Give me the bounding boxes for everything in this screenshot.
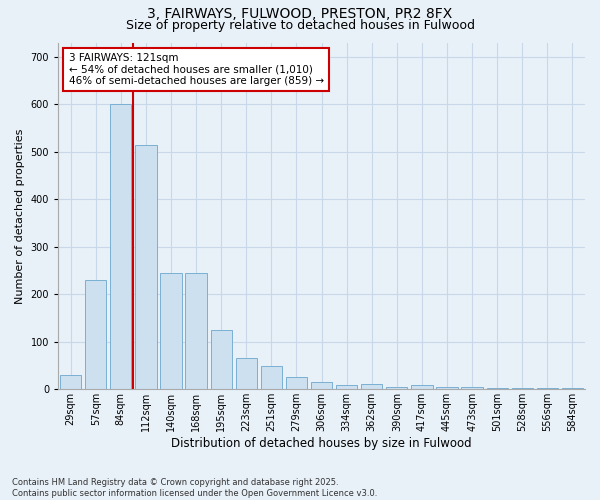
Bar <box>286 378 307 390</box>
Bar <box>336 384 357 390</box>
Text: 3, FAIRWAYS, FULWOOD, PRESTON, PR2 8FX: 3, FAIRWAYS, FULWOOD, PRESTON, PR2 8FX <box>148 8 452 22</box>
Bar <box>361 384 382 390</box>
Bar <box>461 387 483 390</box>
Bar <box>386 387 407 390</box>
Bar <box>562 388 583 390</box>
Bar <box>236 358 257 390</box>
Bar <box>411 384 433 390</box>
Bar <box>60 375 81 390</box>
Bar <box>536 388 558 390</box>
Bar <box>135 144 157 390</box>
Text: 3 FAIRWAYS: 121sqm
← 54% of detached houses are smaller (1,010)
46% of semi-deta: 3 FAIRWAYS: 121sqm ← 54% of detached hou… <box>68 53 324 86</box>
Bar <box>160 273 182 390</box>
Bar <box>487 388 508 390</box>
Bar <box>436 387 458 390</box>
Text: Size of property relative to detached houses in Fulwood: Size of property relative to detached ho… <box>125 18 475 32</box>
Bar <box>311 382 332 390</box>
Y-axis label: Number of detached properties: Number of detached properties <box>15 128 25 304</box>
Bar <box>260 366 282 390</box>
Bar <box>211 330 232 390</box>
X-axis label: Distribution of detached houses by size in Fulwood: Distribution of detached houses by size … <box>171 437 472 450</box>
Bar <box>85 280 106 390</box>
Bar <box>512 388 533 390</box>
Bar <box>110 104 131 390</box>
Text: Contains HM Land Registry data © Crown copyright and database right 2025.
Contai: Contains HM Land Registry data © Crown c… <box>12 478 377 498</box>
Bar <box>185 273 207 390</box>
